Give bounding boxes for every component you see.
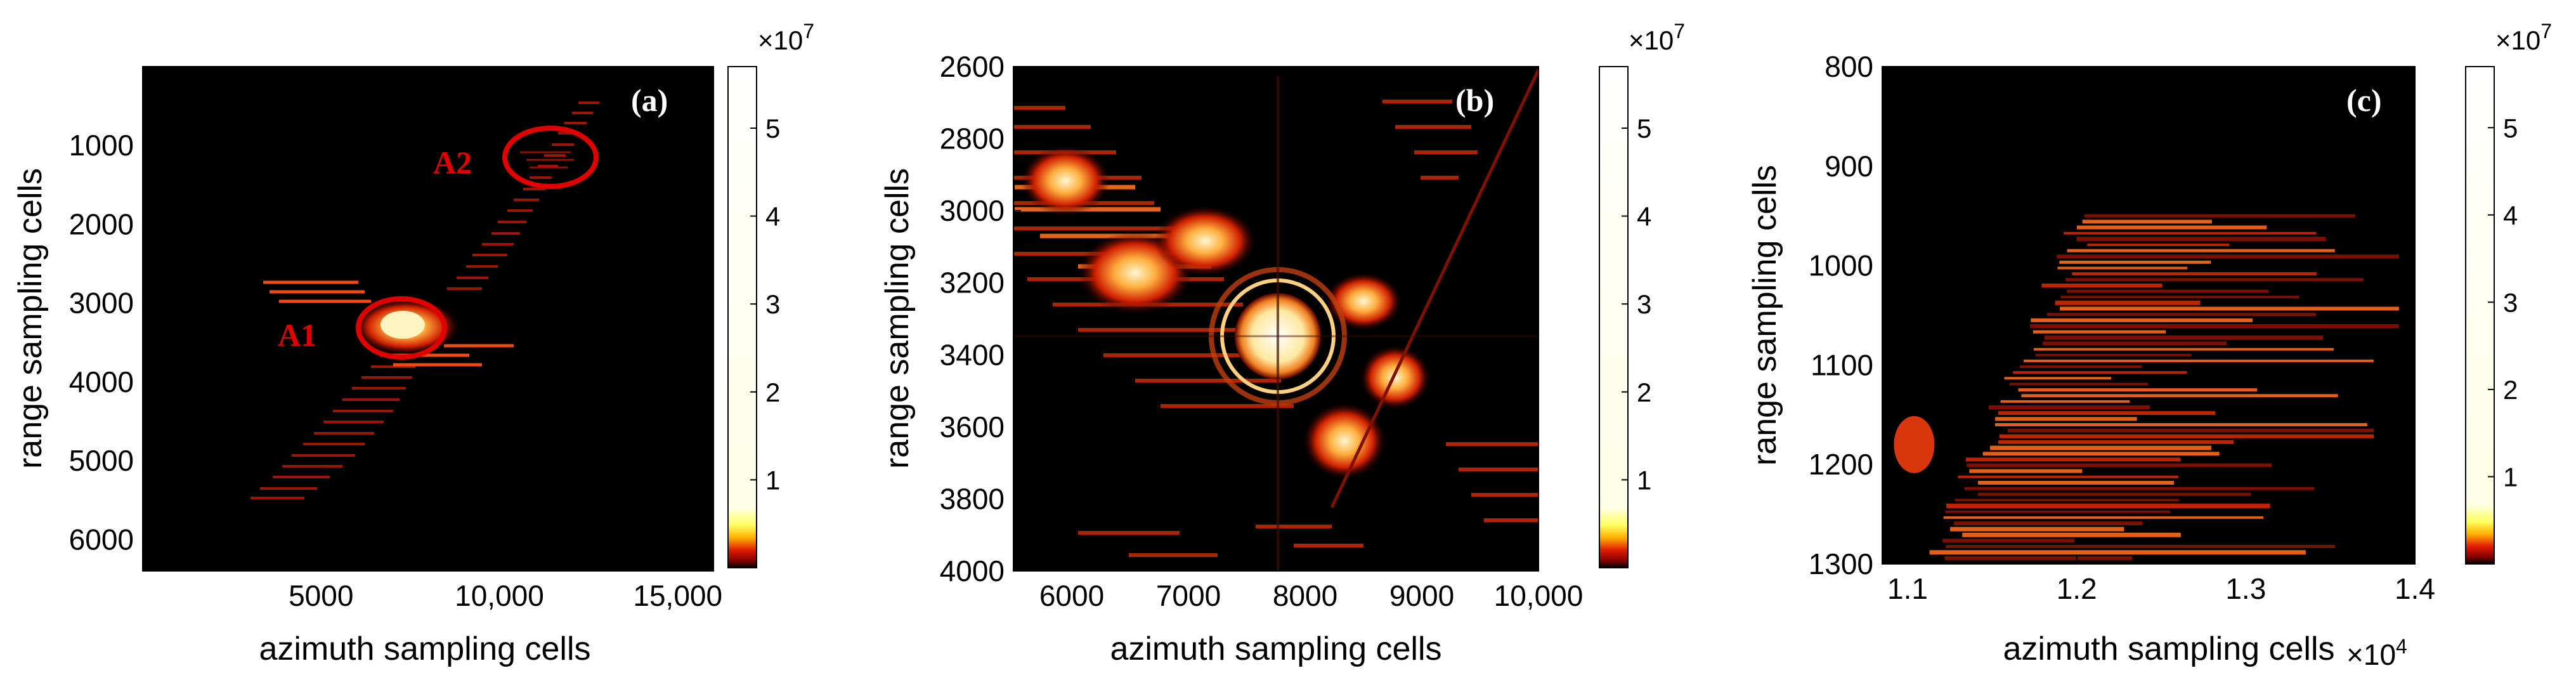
- heatmap-a: [250, 101, 599, 499]
- y-tick-label: 1100: [1811, 348, 1873, 381]
- x-tick-label: 1.1: [1887, 572, 1928, 605]
- x-tick-label: 5000: [289, 579, 353, 612]
- x-tick-label: 1.3: [2225, 572, 2266, 605]
- x-axis-label-b: azimuth sampling cells: [1110, 631, 1441, 667]
- y-tick-label: 5000: [69, 444, 134, 477]
- colorbar-tick-label: 1: [765, 465, 780, 495]
- annotation-a2: A2: [433, 145, 472, 180]
- y-tick-label: 3600: [940, 410, 1005, 443]
- colorbar-exponent-b: ×107: [1629, 20, 1685, 55]
- y-tick-label: 3800: [940, 482, 1005, 515]
- y-tick-label: 2800: [940, 122, 1005, 155]
- y-axis-label-c: range sampling cells: [1747, 165, 1783, 466]
- colorbar-tick-label: 3: [2503, 287, 2518, 317]
- y-axis-label-a: range sampling cells: [12, 168, 49, 469]
- colorbar-tick-label: 3: [1637, 289, 1651, 319]
- colorbar-b: [1599, 66, 1629, 568]
- colorbar-c: [2465, 66, 2495, 565]
- annotation-a1: A1: [278, 317, 316, 353]
- x-tick-label: 6000: [1039, 579, 1104, 612]
- y-tick-label: 4000: [69, 365, 134, 398]
- panel-label-a: (a): [631, 82, 668, 118]
- y-tick-label: 3400: [940, 338, 1005, 371]
- x-tick-label: 7000: [1156, 579, 1221, 612]
- panel-label-c: (c): [2346, 82, 2382, 118]
- x-tick-label: 15,000: [633, 579, 722, 612]
- x-axis-exponent-c: ×104: [2346, 635, 2407, 671]
- y-tick-label: 3000: [940, 194, 1005, 227]
- y-tick-label: 6000: [69, 523, 134, 556]
- y-tick-label: 900: [1825, 150, 1873, 183]
- colorbar-exponent-a: ×107: [758, 20, 814, 55]
- colorbar-tick-label: 2: [765, 377, 780, 407]
- y-tick-label: 1200: [1809, 448, 1873, 481]
- panel-a: A1 A2 (a) 5000 10,000 15,000 1000 2000 3000 40…: [12, 20, 814, 667]
- colorbar-tick-label: 2: [1637, 377, 1651, 407]
- colorbar-tick-label: 5: [1637, 114, 1651, 143]
- colorbar-exponent-c: ×107: [2495, 20, 2552, 55]
- x-tick-label: 10,000: [1494, 579, 1584, 612]
- x-axis-label-c: azimuth sampling cells: [2003, 631, 2334, 667]
- y-tick-label: 1000: [69, 129, 134, 162]
- colorbar-tick-label: 5: [2503, 113, 2518, 143]
- colorbar-tick-label: 5: [765, 114, 780, 143]
- panel-b: (b) 6000 7000 8000 9000 10,00026002800300032…: [879, 20, 1685, 667]
- colorbar-tick-label: 3: [765, 289, 780, 319]
- y-tick-label: 2600: [940, 50, 1005, 83]
- colorbar-tick-label: 1: [1637, 465, 1651, 495]
- colorbar-tick-label: 4: [2503, 200, 2518, 230]
- y-tick-label: 1000: [1809, 249, 1873, 282]
- colorbar-tick-label: 2: [2503, 375, 2518, 405]
- panel-label-b: (b): [1455, 82, 1494, 118]
- x-tick-label: 1.4: [2395, 572, 2435, 605]
- y-tick-label: 2000: [69, 207, 134, 240]
- colorbar-tick-label: 4: [1637, 202, 1651, 232]
- panel-c: (c) 1.1 1.2 1.3 1.4 800 900 1000 1100 1200 1300 a…: [1747, 20, 2552, 671]
- annotation-circle-a2: [502, 126, 599, 189]
- heatmap-b: [1013, 69, 1538, 571]
- x-tick-label: 10,000: [455, 579, 544, 612]
- y-tick-label: 1300: [1809, 547, 1873, 580]
- y-tick-label: 4000: [940, 554, 1005, 587]
- bright-cluster: [1894, 415, 1935, 473]
- colorbar-tick-label: 1: [2503, 462, 2518, 492]
- x-axis-label-a: azimuth sampling cells: [259, 631, 590, 667]
- y-tick-label: 3200: [940, 266, 1005, 299]
- x-tick-label: 1.2: [2057, 572, 2097, 605]
- heatmap-c: [1894, 214, 2399, 560]
- annotation-circle-a1: [356, 296, 447, 360]
- y-axis-label-b: range sampling cells: [879, 168, 916, 469]
- x-tick-label: 9000: [1389, 579, 1454, 612]
- colorbar-a: [727, 66, 757, 568]
- y-tick-label: 800: [1825, 50, 1873, 83]
- colorbar-tick-label: 4: [765, 202, 780, 232]
- y-tick-label: 3000: [69, 287, 134, 320]
- x-tick-label: 8000: [1273, 579, 1337, 612]
